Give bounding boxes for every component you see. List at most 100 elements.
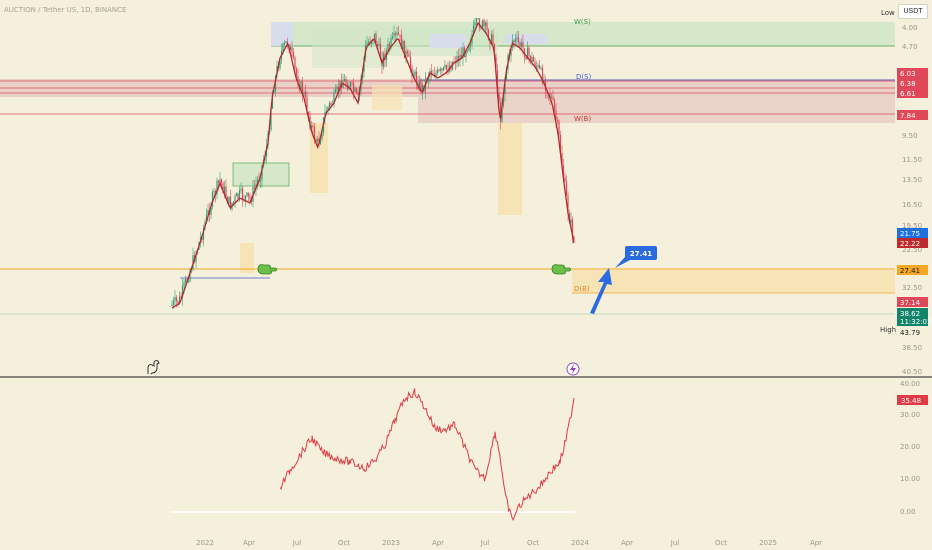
candle-body: [510, 47, 512, 56]
candle-body: [292, 52, 295, 58]
candle-body: [357, 92, 359, 95]
candle-body: [313, 127, 316, 140]
candle-body: [529, 55, 532, 62]
candle-body: [315, 139, 317, 142]
dinosaur-icon: [147, 360, 160, 375]
candle-body: [571, 219, 574, 238]
candle-body: [405, 51, 407, 59]
candle-body: [178, 296, 181, 304]
candle-body: [489, 39, 491, 45]
daily-demand-zone: [0, 79, 895, 97]
candle-body: [559, 134, 562, 154]
currency-button[interactable]: USDT: [898, 4, 928, 19]
candle-body: [216, 180, 218, 195]
candle-body: [306, 96, 308, 113]
candle-body: [295, 68, 298, 77]
candle-body: [567, 195, 569, 214]
candle-body: [223, 186, 226, 194]
candle-body: [406, 51, 409, 54]
candle-body: [337, 86, 340, 92]
candle-body: [307, 112, 310, 116]
candle-body: [348, 86, 350, 90]
candle-body: [183, 282, 185, 287]
candle-body: [244, 195, 247, 201]
candle-body: [565, 180, 568, 196]
candle-body: [247, 192, 250, 197]
zone-label-ws: W(S): [574, 18, 591, 26]
candle-body: [195, 253, 197, 262]
pointing-hand-icon: [257, 264, 277, 275]
candle-body: [408, 53, 410, 57]
callout-box: [625, 246, 657, 260]
candle-body: [282, 43, 284, 52]
candle-body: [498, 92, 500, 102]
candle-body: [573, 237, 575, 240]
candle-body: [441, 68, 443, 71]
candle-body: [400, 34, 403, 49]
candle-body: [261, 165, 263, 180]
moving-average-line: [171, 21, 575, 309]
candle-body: [453, 61, 455, 63]
candle-body: [351, 82, 353, 84]
candle-body: [397, 32, 400, 35]
blue-boxes: [180, 34, 547, 279]
candle-body: [171, 304, 173, 306]
candle-body: [486, 22, 488, 30]
candle-body: [390, 38, 392, 48]
candle-body: [493, 44, 496, 58]
candle-body: [310, 125, 313, 128]
candle-body: [289, 47, 292, 50]
candle-body: [372, 39, 374, 42]
candle-body: [229, 196, 232, 210]
candle-body: [202, 228, 205, 240]
candle-body: [370, 41, 373, 44]
candle-body: [475, 18, 478, 23]
candle-body: [462, 47, 464, 59]
candle-body: [478, 18, 481, 28]
candle-body: [181, 286, 184, 298]
candle-body: [249, 196, 251, 200]
candle-body: [333, 93, 335, 105]
zone-label-wb: W(B): [574, 115, 591, 123]
candle-body: [420, 80, 422, 93]
candle-body: [520, 42, 523, 47]
candle-body: [538, 65, 541, 69]
candle-body: [540, 67, 542, 69]
candle-body: [283, 43, 286, 45]
candle-body: [279, 59, 281, 69]
candle-body: [378, 43, 380, 46]
candle-body: [523, 48, 526, 57]
candle-body: [387, 44, 389, 51]
zone-label-db: D(B): [574, 285, 590, 293]
candle-body: [312, 125, 314, 128]
candle-body: [232, 201, 235, 203]
candle-body: [522, 42, 524, 49]
candle-body: [490, 34, 493, 45]
candle-body: [570, 219, 572, 223]
candle-body: [552, 96, 554, 100]
weekly-buy-zone: [0, 97, 895, 123]
candle-body: [207, 210, 209, 215]
candle-body: [210, 206, 212, 215]
candle-body: [393, 33, 395, 37]
candle-body: [519, 42, 521, 47]
candle-body: [234, 196, 236, 202]
candle-body: [184, 279, 187, 283]
candle-body: [456, 56, 458, 64]
candle-body: [321, 132, 323, 140]
candle-body: [235, 193, 238, 197]
candle-body: [457, 56, 460, 61]
candle-body: [438, 69, 440, 71]
candle-body: [517, 37, 520, 43]
candle-body: [483, 20, 485, 27]
candle-body: [445, 64, 448, 70]
lightning-icon[interactable]: [566, 362, 580, 376]
candle-body: [225, 186, 227, 198]
candle-body: [238, 190, 241, 199]
candle-body: [492, 34, 494, 45]
candle-body: [375, 33, 377, 45]
candle-body: [435, 73, 437, 77]
candle-body: [502, 94, 505, 106]
candle-body: [303, 91, 305, 95]
candle-body: [564, 177, 566, 181]
